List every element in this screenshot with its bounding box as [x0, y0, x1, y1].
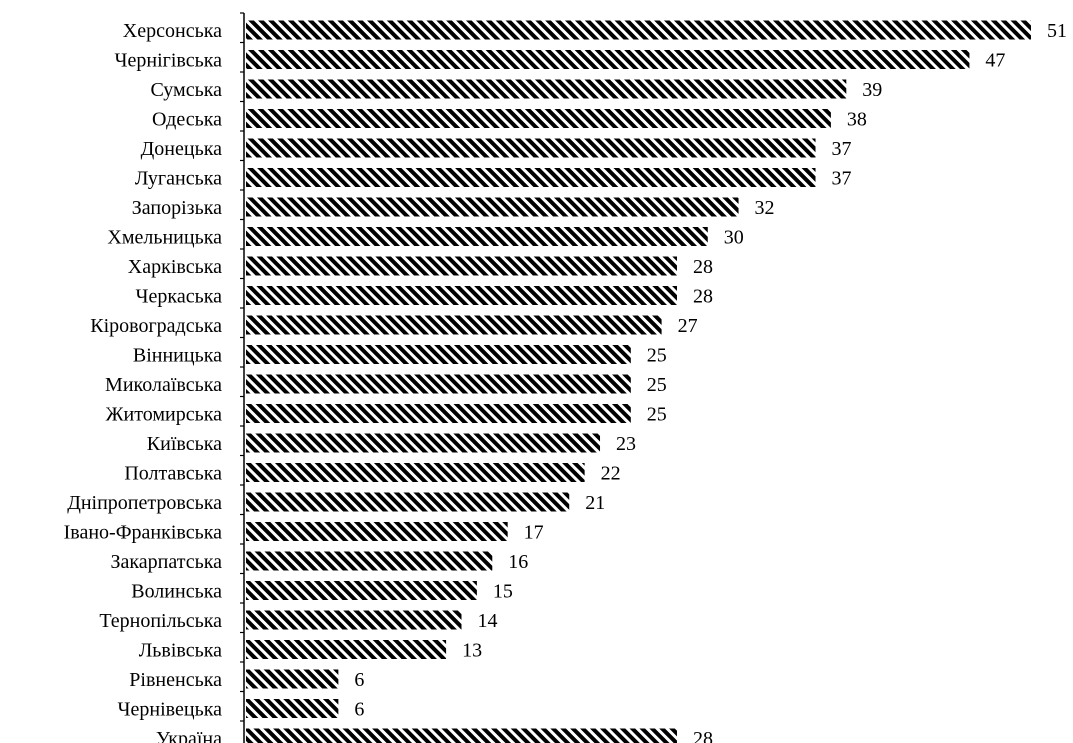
value-label: 6	[354, 669, 364, 691]
category-label: Україна	[156, 728, 222, 743]
bar	[246, 463, 585, 482]
bar	[246, 640, 447, 659]
category-label: Запорізька	[132, 197, 222, 219]
value-label: 28	[693, 728, 713, 743]
bar	[246, 109, 831, 128]
category-label: Миколаївська	[105, 374, 222, 396]
value-label: 23	[616, 433, 636, 455]
category-label: Черкаська	[136, 286, 223, 308]
category-label: Луганська	[135, 168, 222, 190]
labels-group: Херсонська 51 Чернігівська 47 Сумська 39 Одесь…	[64, 20, 1067, 743]
bar	[246, 79, 847, 99]
category-label: Дніпропетровська	[67, 492, 222, 514]
value-label: 51	[1047, 20, 1067, 42]
category-label: Сумська	[150, 79, 222, 101]
bar	[246, 551, 493, 571]
bar	[246, 669, 339, 689]
bar	[246, 345, 631, 364]
value-label: 17	[524, 522, 544, 544]
bar	[246, 227, 708, 246]
value-label: 13	[462, 640, 482, 662]
category-label: Одеська	[152, 109, 222, 131]
category-label: Закарпатська	[110, 551, 222, 573]
category-label: Харківська	[128, 256, 222, 278]
bars-group	[246, 20, 1031, 743]
category-label: Чернігівська	[114, 50, 222, 72]
bar	[246, 492, 570, 512]
value-label: 14	[477, 610, 497, 632]
bar	[246, 138, 816, 158]
value-label: 38	[847, 109, 867, 131]
value-label: 25	[647, 404, 667, 426]
bar	[246, 50, 970, 69]
bar	[246, 315, 662, 335]
value-label: 27	[678, 315, 698, 337]
category-label: Волинська	[131, 581, 222, 603]
category-label: Кіровоградська	[90, 315, 222, 337]
category-label: Полтавська	[124, 463, 222, 485]
bar	[246, 699, 339, 718]
bar	[246, 256, 677, 276]
value-label: 21	[585, 492, 605, 514]
value-label: 47	[985, 50, 1005, 72]
value-label: 16	[508, 551, 528, 573]
bar	[246, 20, 1031, 40]
bar	[246, 168, 816, 187]
value-label: 25	[647, 374, 667, 396]
category-label: Рівненська	[129, 669, 222, 691]
value-label: 39	[862, 79, 882, 101]
category-label: Хмельницька	[107, 227, 222, 249]
category-label: Вінницька	[133, 345, 222, 367]
value-label: 32	[755, 197, 775, 219]
value-label: 15	[493, 581, 513, 603]
value-label: 37	[832, 138, 852, 160]
category-label: Київська	[147, 433, 222, 455]
category-label: Львівська	[139, 640, 222, 662]
category-label: Тернопільська	[99, 610, 222, 632]
bar	[246, 433, 601, 453]
bar	[246, 374, 631, 394]
bar	[246, 522, 508, 541]
bar	[246, 404, 631, 423]
category-label: Чернівецька	[118, 699, 223, 721]
bar	[246, 610, 462, 630]
value-label: 28	[693, 256, 713, 278]
bar	[246, 197, 739, 217]
value-label: 6	[354, 699, 364, 721]
category-label: Житомирська	[106, 404, 222, 426]
value-label: 22	[601, 463, 621, 485]
value-label: 28	[693, 286, 713, 308]
y-axis-group	[240, 12, 245, 743]
value-label: 37	[832, 168, 852, 190]
category-label: Херсонська	[123, 20, 222, 42]
bar	[246, 728, 677, 743]
value-label: 25	[647, 345, 667, 367]
category-label: Івано-Франківська	[64, 522, 222, 544]
value-label: 30	[724, 227, 744, 249]
bar	[246, 581, 477, 600]
category-label: Донецька	[141, 138, 222, 160]
bar	[246, 286, 677, 305]
